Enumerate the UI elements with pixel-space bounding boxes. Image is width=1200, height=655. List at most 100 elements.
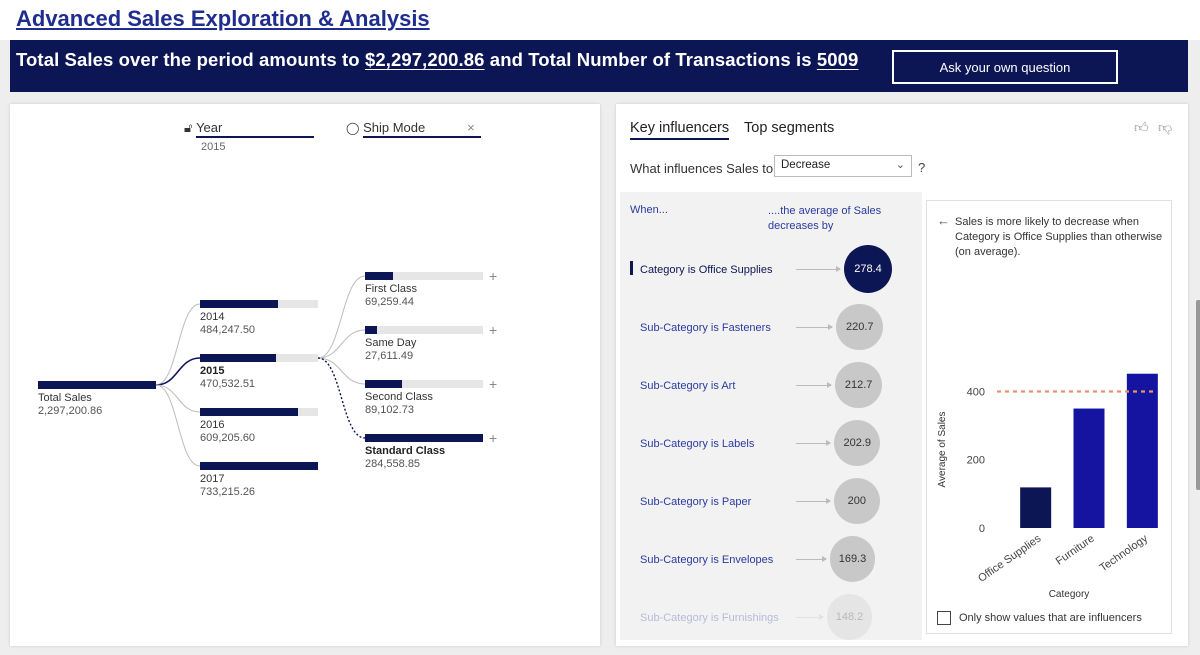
connector-line xyxy=(317,329,366,359)
influencer-arrow xyxy=(796,382,833,388)
connector-line xyxy=(155,303,201,386)
influencer-arrow xyxy=(796,498,831,504)
x-tick-label: Technology xyxy=(1098,532,1151,574)
influencer-arrow xyxy=(796,614,824,620)
x-axis-label: Category xyxy=(1049,589,1090,600)
node-label: 2014 xyxy=(200,311,225,323)
connector-line xyxy=(317,275,366,359)
bar-fill xyxy=(200,354,276,362)
node-value: 69,259.44 xyxy=(365,296,414,308)
transactions-value: 5009 xyxy=(816,49,859,70)
influencer-row[interactable]: Sub-Category is Furnishings 148.2 xyxy=(620,594,922,640)
influence-direction-select[interactable]: Decrease ⌄ xyxy=(774,155,912,177)
y-tick-label: 200 xyxy=(967,455,985,467)
level-name-ship-mode: Ship Mode xyxy=(363,120,482,138)
connector-line xyxy=(155,384,201,467)
bar-fill xyxy=(38,381,156,389)
tree-connectors xyxy=(155,275,366,467)
influencer-bubble[interactable]: 212.7 xyxy=(835,361,882,409)
influencer-row[interactable]: Sub-Category is Labels 202.9 xyxy=(620,419,922,471)
expand-plus-icon[interactable]: + xyxy=(489,376,498,392)
influencer-row[interactable]: Sub-Category is Envelopes 169.3 xyxy=(620,536,922,587)
influencer-bubble[interactable]: 200 xyxy=(833,477,880,525)
connector-line xyxy=(317,357,366,385)
bar-fill xyxy=(200,408,298,416)
influencer-arrow xyxy=(796,440,832,446)
influencer-bubble[interactable]: 278.4 xyxy=(844,245,892,293)
influencer-label: Sub-Category is Envelopes xyxy=(640,554,774,566)
summary-middle: and Total Number of Transactions is xyxy=(484,49,817,70)
influencer-row[interactable]: Sub-Category is Paper 200 xyxy=(620,477,922,529)
influencer-arrow xyxy=(796,324,834,330)
influence-question: What influences Sales to xyxy=(630,161,774,176)
bar-furniture[interactable] xyxy=(1073,408,1105,528)
thumbs-down-icon[interactable]: 👎︎ xyxy=(1158,119,1173,135)
influencer-bubble[interactable]: 220.7 xyxy=(836,303,884,351)
y-tick-label: 0 xyxy=(979,523,985,535)
node-value: 470,532.51 xyxy=(200,378,256,390)
bar-fill xyxy=(200,462,318,470)
level-name-year: Year xyxy=(196,120,315,138)
bar-fill xyxy=(365,326,377,334)
x-tick-label: Furniture xyxy=(1054,533,1097,568)
influencer-bubble[interactable]: 202.9 xyxy=(834,419,881,467)
summary-prefix: Total Sales over the period amounts to xyxy=(16,49,365,70)
influencer-row[interactable]: Category is Office Supplies 278.4 xyxy=(620,245,922,297)
thumbs-up-icon[interactable]: 👍︎ xyxy=(1134,119,1149,135)
node-value: 27,611.49 xyxy=(365,350,414,362)
node-value: 284,558.85 xyxy=(365,458,421,470)
bar-technology[interactable] xyxy=(1126,373,1158,528)
node-label: 2016 xyxy=(200,419,225,431)
expand-plus-icon[interactable]: + xyxy=(489,430,498,446)
influencer-bubble[interactable]: 169.3 xyxy=(829,536,876,582)
lightbulb-icon: ◯ xyxy=(346,121,360,135)
summary-banner: Total Sales over the period amounts to $… xyxy=(10,40,1188,92)
node-label: Total Sales xyxy=(38,392,92,404)
bar-fill xyxy=(365,380,402,388)
key-influencers-panel: Key influencers Top segments 👍︎ 👎︎ What … xyxy=(616,104,1200,646)
only-influencers-label: Only show values that are influencers xyxy=(959,612,1142,624)
influencers-list: When... ....the average of Sales decreas… xyxy=(620,192,922,640)
only-influencers-checkbox[interactable] xyxy=(937,611,951,625)
bar-track xyxy=(365,380,483,388)
influencer-row[interactable]: Sub-Category is Fasteners 220.7 xyxy=(620,303,922,355)
expand-plus-icon[interactable]: + xyxy=(489,268,498,284)
ask-question-button[interactable]: Ask your own question xyxy=(892,50,1118,84)
influencer-arrow xyxy=(796,266,841,272)
average-label: ....the average of Sales decreases by xyxy=(768,205,882,232)
bar-office-supplies[interactable] xyxy=(1020,487,1052,528)
influencer-label: Sub-Category is Art xyxy=(640,380,736,392)
when-label: When... xyxy=(630,204,668,216)
question-mark: ? xyxy=(918,160,926,175)
close-icon[interactable]: × xyxy=(467,120,475,135)
x-tick-label: Office Supplies xyxy=(976,532,1044,584)
average-sales-chart: 0 200 400 Average of Sales Office Supplies Fu… xyxy=(937,373,1158,600)
connector-line xyxy=(155,357,201,386)
level-selected-year: 2015 xyxy=(201,141,226,153)
scrollbar-thumb[interactable] xyxy=(1196,300,1200,490)
level-header-ship-mode[interactable]: ◯ Ship Mode × xyxy=(346,120,482,138)
influencer-label: Sub-Category is Labels xyxy=(640,438,755,450)
tab-key-influencers[interactable]: Key influencers xyxy=(630,120,730,140)
bar-track xyxy=(365,272,483,280)
node-label: 2015 xyxy=(200,365,225,377)
page-title: Advanced Sales Exploration & Analysis xyxy=(16,6,434,34)
level-header-year[interactable]: 🔓︎ Year xyxy=(184,120,315,138)
tab-top-segments[interactable]: Top segments xyxy=(744,120,835,136)
decomposition-tree-panel: 🔓︎ Year 2015 ◯ Ship Mode × Total Sales 2,… xyxy=(10,104,600,646)
connector-line xyxy=(317,357,366,439)
node-label: Same Day xyxy=(365,337,417,349)
influencer-row[interactable]: Sub-Category is Art 212.7 xyxy=(620,361,922,413)
influencer-bubble[interactable]: 148.2 xyxy=(826,594,873,640)
selected-marker xyxy=(630,261,633,275)
bar-track xyxy=(365,326,483,334)
back-arrow-icon[interactable]: ← xyxy=(937,213,950,228)
influencer-label: Sub-Category is Paper xyxy=(640,496,752,508)
bar-fill xyxy=(200,300,278,308)
node-value: 609,205.60 xyxy=(200,432,256,444)
detail-text: Sales is more likely to decrease when Ca… xyxy=(955,216,1163,258)
lock-icon: 🔓︎ xyxy=(184,120,193,135)
influencer-arrow xyxy=(796,556,827,562)
expand-plus-icon[interactable]: + xyxy=(489,322,498,338)
